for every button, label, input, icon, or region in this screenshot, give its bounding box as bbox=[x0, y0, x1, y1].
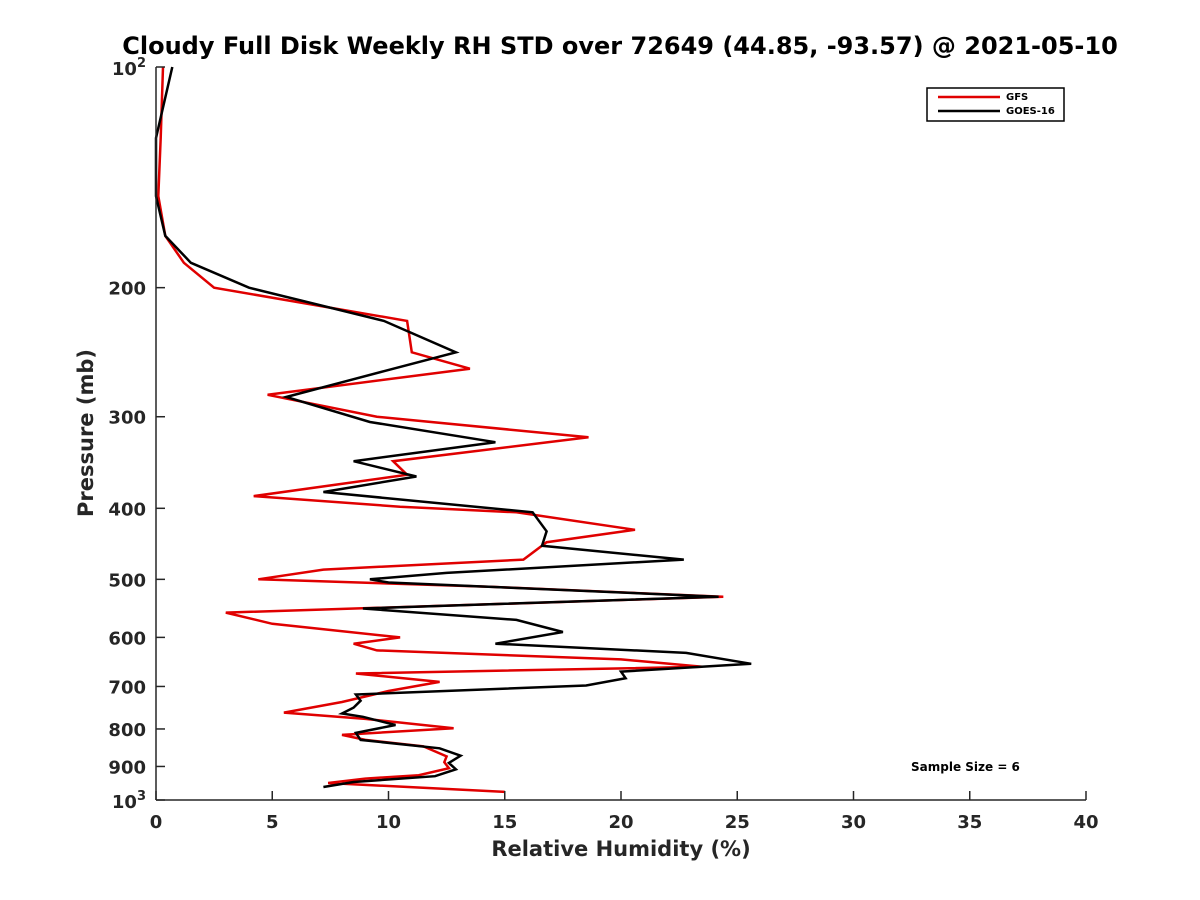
y-tick-label: 500 bbox=[108, 570, 146, 591]
x-tick-label: 20 bbox=[608, 812, 633, 833]
y-tick-label: 300 bbox=[108, 408, 146, 429]
x-tick-label: 25 bbox=[725, 812, 750, 833]
plot-area bbox=[156, 67, 1086, 800]
y-axis-label: Pressure (mb) bbox=[74, 349, 98, 517]
legend-box bbox=[926, 87, 1065, 122]
x-tick-label: 40 bbox=[1073, 812, 1098, 833]
y-axis-ticks: 102 200 300 400 500 600 700 800 900 103 bbox=[108, 56, 165, 813]
x-tick-label: 15 bbox=[492, 812, 517, 833]
y-tick-label: 200 bbox=[108, 279, 146, 300]
y-tick-label: 600 bbox=[108, 628, 146, 649]
y-tick-label: 800 bbox=[108, 720, 146, 741]
x-axis-ticks: 0 5 10 15 20 25 30 35 40 bbox=[150, 791, 1099, 833]
sample-size-annotation: Sample Size = 6 bbox=[911, 760, 1020, 774]
x-tick-label: 10 bbox=[376, 812, 401, 833]
y-tick-label: 102 bbox=[112, 56, 146, 80]
x-tick-label: 0 bbox=[150, 812, 163, 833]
y-tick-label: 700 bbox=[108, 677, 146, 698]
x-tick-label: 35 bbox=[957, 812, 982, 833]
x-tick-label: 5 bbox=[266, 812, 279, 833]
series-line-goes-16 bbox=[154, 66, 752, 789]
series-layer bbox=[154, 66, 752, 794]
legend: GFS GOES-16 bbox=[926, 87, 1065, 122]
x-axis-label: Relative Humidity (%) bbox=[491, 837, 750, 861]
y-tick-label: 103 bbox=[112, 789, 146, 813]
y-tick-label: 400 bbox=[108, 499, 146, 520]
chart-title: Cloudy Full Disk Weekly RH STD over 7264… bbox=[122, 32, 1118, 60]
y-tick-label: 900 bbox=[108, 757, 146, 778]
x-tick-label: 30 bbox=[841, 812, 866, 833]
legend-label-goes-16: GOES-16 bbox=[1006, 106, 1055, 117]
legend-label-gfs: GFS bbox=[1006, 92, 1028, 103]
